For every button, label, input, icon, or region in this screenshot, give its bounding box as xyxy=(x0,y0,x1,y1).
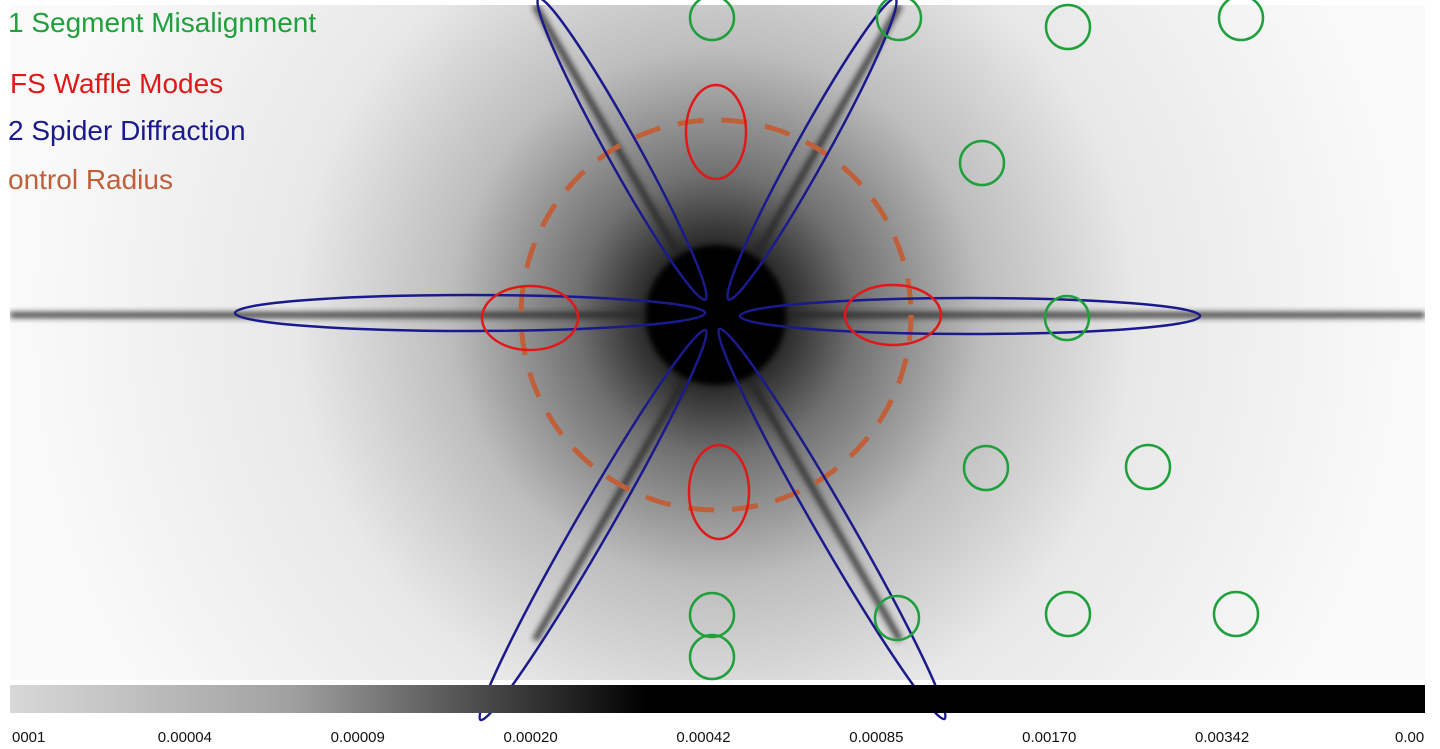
colorbar-tick-label: 0.00170 xyxy=(1022,729,1076,746)
psf-image xyxy=(10,5,1425,680)
legend-label: 1 Segment Misalignment xyxy=(8,7,316,38)
waffle-ellipses xyxy=(480,83,943,541)
colorbar-tick-label: 0.00042 xyxy=(676,729,730,746)
colorbar-tick-label: 0.00085 xyxy=(849,729,903,746)
colorbar-tick-label: 0001 xyxy=(12,729,45,746)
control-radius xyxy=(518,117,914,513)
colorbar-tick-label: 0.00342 xyxy=(1195,729,1249,746)
legend-label: FS Waffle Modes xyxy=(10,68,223,99)
colorbar-tick-label: 0.00 xyxy=(1395,729,1424,746)
colorbar-tick-label: 0.00004 xyxy=(158,729,212,746)
legend-label: ontrol Radius xyxy=(8,164,173,195)
spider-ellipses xyxy=(233,0,1202,722)
segment-circles xyxy=(688,0,1265,681)
colorbar-ticks: 0001 0.00004 0.00009 0.00020 0.00042 0.00085 0… xyxy=(12,729,1424,746)
legend-label: 2 Spider Diffraction xyxy=(8,115,246,146)
colorbar-tick-label: 0.00009 xyxy=(331,729,385,746)
colorbar xyxy=(10,685,1425,713)
colorbar-tick-label: 0.00020 xyxy=(504,729,558,746)
